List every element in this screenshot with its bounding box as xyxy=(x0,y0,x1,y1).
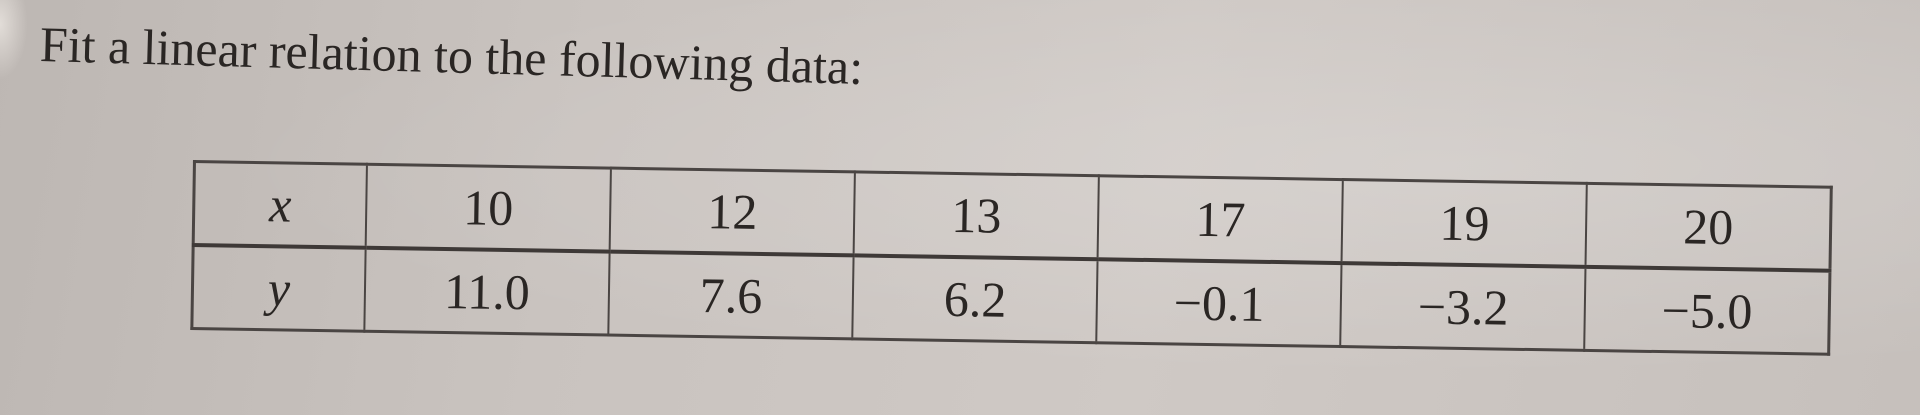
table-cell: 17 xyxy=(1097,175,1344,264)
table-cell: 7.6 xyxy=(608,251,854,339)
table-cell: 10 xyxy=(365,164,612,252)
data-table: x 10 12 13 17 19 20 y 11.0 7.6 6.2 −0.1 … xyxy=(190,160,1833,356)
table-cell: 19 xyxy=(1341,179,1588,267)
table-cell: 12 xyxy=(609,168,856,256)
problem-statement: Fit a linear relation to the following d… xyxy=(39,16,864,95)
table-cell: −5.0 xyxy=(1584,266,1830,355)
table-cell: 13 xyxy=(853,171,1100,260)
row-header-x: x xyxy=(193,161,367,248)
table-cell: −3.2 xyxy=(1340,263,1586,351)
table-cell: −0.1 xyxy=(1096,259,1342,347)
row-header-y: y xyxy=(191,245,366,332)
paper-edge-glare xyxy=(0,0,28,80)
table-cell: 20 xyxy=(1585,183,1832,271)
table-cell: 6.2 xyxy=(852,255,1098,343)
data-table-container: x 10 12 13 17 19 20 y 11.0 7.6 6.2 −0.1 … xyxy=(190,160,1833,356)
table-cell: 11.0 xyxy=(364,247,610,336)
